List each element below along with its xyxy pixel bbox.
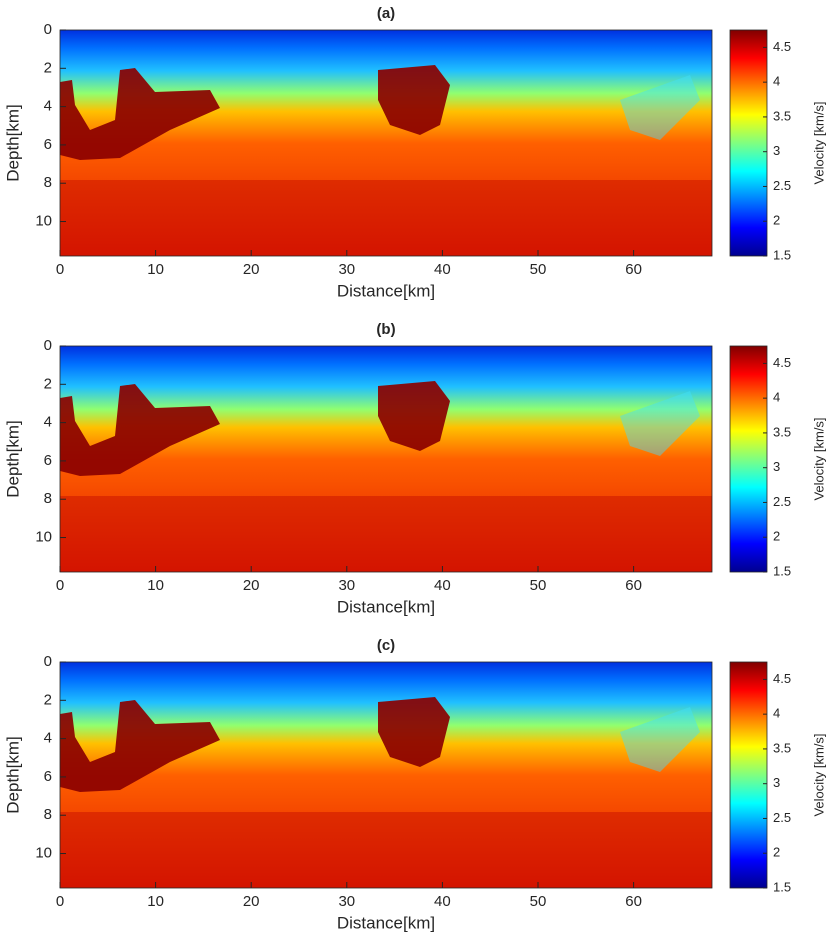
x-tick-label: 0: [56, 893, 64, 910]
x-tick-label: 40: [434, 261, 451, 278]
x-tick-label: 10: [147, 893, 164, 910]
colorbar-tick-label: 3: [773, 775, 780, 790]
colorbar-tick-label: 4.5: [773, 39, 791, 54]
heatmap-image: [60, 346, 712, 572]
x-tick-label: 30: [338, 577, 355, 594]
deep-high: [60, 496, 712, 572]
colorbar-tick-label: 2.5: [773, 178, 791, 193]
y-tick-label: 8: [44, 174, 52, 191]
axes-box: [59, 345, 713, 573]
colorbar-tick-label: 1.5: [773, 563, 791, 578]
salt-body: [60, 68, 220, 160]
y-axis-label: Depth[km]: [3, 736, 22, 813]
colorbar-tick-label: 3: [773, 143, 780, 158]
axes-box: [59, 29, 713, 257]
salt-body: [378, 65, 450, 135]
x-axis-label: Distance[km]: [337, 281, 435, 300]
colorbar-tick-label: 4: [773, 74, 780, 89]
colorbar-label: Velocity [km/s]: [811, 417, 826, 500]
y-tick-label: 0: [44, 21, 52, 38]
salt-body: [60, 700, 220, 792]
y-tick-label: 6: [44, 452, 52, 469]
heatmap-image: [60, 662, 712, 888]
x-tick-label: 30: [338, 261, 355, 278]
y-tick-label: 8: [44, 490, 52, 507]
x-tick-label: 50: [530, 261, 547, 278]
deep-high: [60, 180, 712, 256]
y-tick-label: 4: [44, 730, 52, 747]
y-tick-label: 6: [44, 768, 52, 785]
salt-body: [60, 384, 220, 476]
x-tick-label: 60: [625, 577, 642, 594]
colorbar-tick-label: 2.5: [773, 494, 791, 509]
panel-title: (c): [377, 637, 395, 654]
colorbar: [729, 661, 768, 889]
heatmap-image: [60, 30, 712, 256]
y-tick-label: 0: [44, 337, 52, 354]
y-tick-label: 10: [35, 212, 52, 229]
low-zone: [620, 707, 700, 772]
colorbar-label: Velocity [km/s]: [811, 101, 826, 184]
y-tick-label: 0: [44, 653, 52, 670]
x-tick-label: 40: [434, 577, 451, 594]
colorbar-tick-label: 1.5: [773, 879, 791, 894]
colorbar-tick-label: 3.5: [773, 108, 791, 123]
y-tick-label: 10: [35, 844, 52, 861]
low-zone: [620, 75, 700, 140]
colorbar-tick-label: 4: [773, 390, 780, 405]
salt-body: [378, 697, 450, 767]
y-tick-label: 4: [44, 414, 52, 431]
x-tick-label: 50: [530, 893, 547, 910]
x-tick-label: 10: [147, 261, 164, 278]
y-tick-label: 6: [44, 136, 52, 153]
y-tick-label: 2: [44, 375, 52, 392]
x-tick-label: 50: [530, 577, 547, 594]
x-axis-label: Distance[km]: [337, 597, 435, 616]
x-tick-label: 20: [243, 893, 260, 910]
x-tick-label: 40: [434, 893, 451, 910]
y-axis-label: Depth[km]: [3, 420, 22, 497]
colorbar-tick-label: 2: [773, 845, 780, 860]
colorbar-tick-label: 3.5: [773, 424, 791, 439]
x-tick-label: 60: [625, 261, 642, 278]
panel-title: (a): [377, 5, 395, 22]
axes-box: [59, 661, 713, 889]
y-tick-label: 2: [44, 59, 52, 76]
colorbar-tick-label: 4.5: [773, 671, 791, 686]
colorbar-tick-label: 4.5: [773, 355, 791, 370]
x-axis-label: Distance[km]: [337, 913, 435, 932]
x-tick-label: 0: [56, 577, 64, 594]
colorbar-label: Velocity [km/s]: [811, 733, 826, 816]
colorbar-tick-label: 2: [773, 213, 780, 228]
panel-title: (b): [376, 321, 395, 338]
x-tick-label: 0: [56, 261, 64, 278]
y-tick-label: 4: [44, 98, 52, 115]
y-tick-label: 10: [35, 528, 52, 545]
colorbar: [729, 29, 768, 257]
colorbar-tick-label: 3.5: [773, 740, 791, 755]
colorbar-tick-label: 2: [773, 529, 780, 544]
colorbar: [729, 345, 768, 573]
y-tick-label: 8: [44, 806, 52, 823]
x-tick-label: 20: [243, 261, 260, 278]
y-axis-label: Depth[km]: [3, 104, 22, 181]
x-tick-label: 60: [625, 893, 642, 910]
salt-body: [378, 381, 450, 451]
low-zone: [620, 391, 700, 456]
colorbar-tick-label: 3: [773, 459, 780, 474]
colorbar-tick-label: 1.5: [773, 247, 791, 262]
colorbar-tick-label: 4: [773, 706, 780, 721]
deep-high: [60, 812, 712, 888]
x-tick-label: 20: [243, 577, 260, 594]
y-tick-label: 2: [44, 691, 52, 708]
colorbar-tick-label: 2.5: [773, 810, 791, 825]
x-tick-label: 10: [147, 577, 164, 594]
x-tick-label: 30: [338, 893, 355, 910]
